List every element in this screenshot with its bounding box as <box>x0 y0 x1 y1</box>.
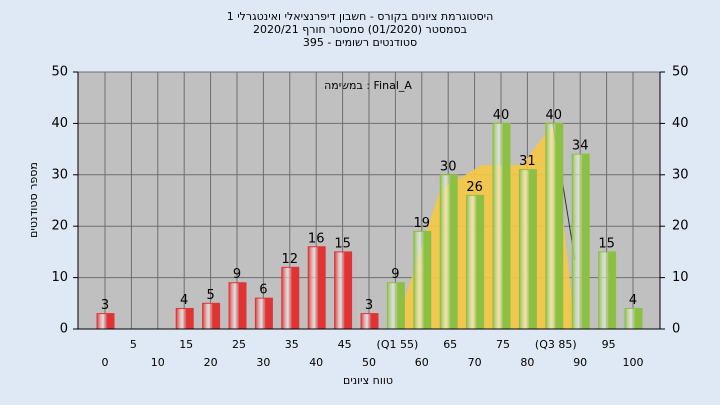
x-tick-label: 75 <box>496 338 510 351</box>
data-label: 3 <box>101 298 109 313</box>
data-label: 16 <box>308 231 325 246</box>
bar <box>202 302 221 330</box>
data-label: 5 <box>206 288 214 303</box>
bar <box>334 251 353 330</box>
bar <box>254 297 273 330</box>
annotation: במשימה : Final_A <box>324 79 412 92</box>
data-label: 40 <box>546 108 563 123</box>
x-tick-label: 95 <box>602 338 616 351</box>
x-tick-label: 5 <box>130 338 137 351</box>
y2-tick-label: 0 <box>672 322 680 337</box>
data-label: 9 <box>391 267 399 282</box>
bar <box>624 307 643 330</box>
x-tick-label: 15 <box>179 338 193 351</box>
data-label: 3 <box>365 298 373 313</box>
x-tick-label: 45 <box>338 338 352 351</box>
data-label: 30 <box>440 159 457 174</box>
x-tick-label: 50 <box>362 356 376 369</box>
y-tick-label: 10 <box>51 270 68 285</box>
x-tick-label: (Q3 85) <box>535 338 577 351</box>
x-tick-label: 90 <box>573 356 587 369</box>
x-tick-label: 70 <box>468 356 482 369</box>
x-axis-label: טווח ציונים <box>343 374 393 387</box>
x-tick-label: 10 <box>151 356 165 369</box>
data-label: 9 <box>233 267 241 282</box>
y-tick-label: 0 <box>60 322 68 337</box>
data-label: 15 <box>598 236 615 251</box>
x-tick-label: 20 <box>204 356 218 369</box>
data-label: 19 <box>414 216 431 231</box>
y-tick-label: 50 <box>51 65 68 80</box>
x-tick-label: (Q1 55) <box>377 338 419 351</box>
y-tick-label: 30 <box>51 167 68 182</box>
x-tick-label: 65 <box>443 338 457 351</box>
bar <box>492 122 511 330</box>
y-axis-label: מספר סטודנטים <box>27 162 40 238</box>
bar <box>386 282 405 330</box>
chart-subtitle: סטודנטים רשומים - 395 <box>303 36 417 49</box>
data-label: 34 <box>572 139 589 154</box>
y2-tick-label: 20 <box>672 219 689 234</box>
x-tick-label: 80 <box>520 356 534 369</box>
x-tick-label: 30 <box>256 356 270 369</box>
bar <box>175 307 194 330</box>
bar <box>360 313 379 330</box>
data-label: 4 <box>629 293 637 308</box>
bar <box>413 230 432 330</box>
data-label: 40 <box>493 108 510 123</box>
y2-tick-label: 50 <box>672 65 689 80</box>
bar <box>466 194 485 330</box>
data-label: 26 <box>466 180 483 195</box>
bar <box>281 266 300 330</box>
data-label: 15 <box>334 236 351 251</box>
bar <box>228 282 247 330</box>
bar <box>96 313 115 330</box>
y2-tick-label: 40 <box>672 116 689 131</box>
data-label: 6 <box>259 283 267 298</box>
y-tick-label: 40 <box>51 116 68 131</box>
chart-title: היסטוגרמת ציונים בקורס - חשבון דיפרנציאל… <box>227 10 494 23</box>
bar <box>518 169 537 330</box>
x-tick-label: 60 <box>415 356 429 369</box>
x-tick-label: 40 <box>309 356 323 369</box>
bar <box>307 246 326 330</box>
bar <box>439 174 458 330</box>
bar <box>598 251 617 330</box>
x-tick-label: 100 <box>623 356 644 369</box>
x-tick-label: 35 <box>285 338 299 351</box>
data-label: 4 <box>180 293 188 308</box>
bar <box>545 122 564 330</box>
y2-tick-label: 30 <box>672 167 689 182</box>
data-label: 31 <box>519 154 536 169</box>
bar <box>571 153 590 330</box>
chart-subtitle: בסמסטר (01/2020) סמסטר חורף 2020/21 <box>253 23 467 36</box>
y2-tick-label: 10 <box>672 270 689 285</box>
y-tick-label: 20 <box>51 219 68 234</box>
x-tick-label: 25 <box>232 338 246 351</box>
data-label: 12 <box>282 252 299 267</box>
x-tick-label: 0 <box>102 356 109 369</box>
